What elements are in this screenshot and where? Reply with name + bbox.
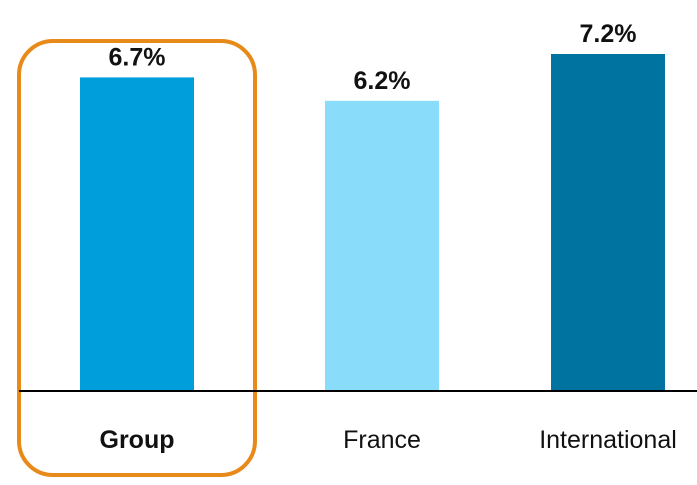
category-label-france: France [343, 426, 421, 454]
bar-france [325, 100, 439, 392]
category-label-group: Group [100, 426, 175, 454]
bar-international [551, 54, 665, 391]
value-label-group: 6.7% [109, 43, 166, 71]
highlight-frame-group [17, 39, 257, 477]
category-label-international: International [539, 426, 677, 454]
value-label-france: 6.2% [354, 67, 411, 95]
bar-group [80, 77, 194, 392]
value-label-international: 7.2% [580, 20, 637, 48]
